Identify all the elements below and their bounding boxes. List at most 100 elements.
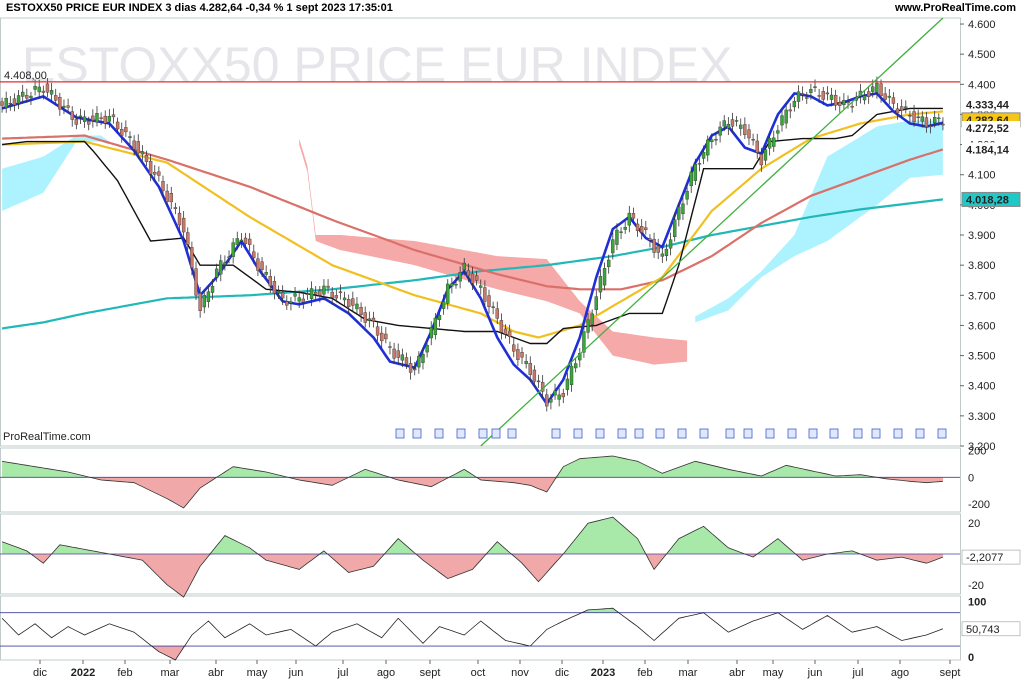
candle-body [706,139,710,156]
candle-body [474,275,479,281]
y-tick-label: 3.200 [968,441,996,453]
candle-body [817,95,821,97]
candle-body [264,272,268,275]
candle-body [235,238,239,245]
candle-body [466,270,471,277]
candle-body [747,129,751,139]
candle-body [202,294,206,308]
candle-body [487,295,491,307]
candle-body [359,307,363,315]
watermark: ESTOXX50 PRICE EUR INDEX [22,37,732,93]
candle-body [495,308,499,319]
candle-body [247,238,252,245]
candle-body [210,285,215,293]
candle-body [190,247,194,269]
osc1-y-label: -200 [968,499,990,511]
candle-body [37,86,41,93]
candle-body [408,363,413,373]
event-icon [677,428,687,439]
candle-body [450,283,454,287]
candle-body [425,345,429,353]
candle-body [701,152,706,159]
price-label-box-4 [961,191,1021,207]
osc1-line [2,455,943,509]
candle-body [941,123,945,126]
candle-body [763,149,768,161]
candle-body [330,291,334,298]
candle-body [536,380,541,383]
candle-body [78,115,83,118]
panel-frame-1 [0,447,961,513]
x-tick-label: mar [679,667,698,679]
candle-body [734,120,739,122]
event-icon [808,428,818,439]
trend-line [480,17,944,447]
candle-body [95,113,99,123]
site-link[interactable]: www.ProRealTime.com [895,2,1016,14]
candle-body [206,291,211,302]
event-icon [491,428,501,439]
candle-body [355,303,359,310]
candle-body [181,217,186,233]
candle-body [268,276,272,287]
site-link-text: www.ProRealTime.com [894,2,1016,14]
event-icon [853,428,863,439]
candle-body [0,101,4,106]
candle-body [846,101,850,104]
y-tick-label: 3.600 [968,320,996,332]
ma-red-line [2,134,944,291]
candle-body [512,344,516,352]
candle-body [29,95,33,99]
x-tick-label: feb [117,667,132,679]
candle-body [33,86,37,90]
candle-body [367,318,372,321]
price-label-4: 4.018,28 [966,194,1009,206]
panel-frame-0 [0,17,961,447]
candle-body [611,239,615,254]
kijun-line [2,107,943,345]
osc2-value-box [961,549,1021,565]
candle-body [532,369,537,382]
osc3-value-box [961,621,1021,637]
x-tick-label: may [247,667,268,679]
event-icon [595,428,605,439]
candle-body [813,86,817,88]
candle-body [136,141,140,154]
x-tick-label: 2022 [71,667,95,679]
event-icon [617,428,627,439]
candle-body [82,116,87,122]
candle-body [586,319,590,333]
event-icon [743,428,753,439]
candle-body [838,102,842,106]
candle-body [4,98,8,109]
candle-body [322,285,326,295]
candle-body [545,394,549,407]
candle-body [883,93,887,100]
candle-body [528,362,532,375]
candle-body [652,238,656,253]
candle-body [668,239,673,249]
y-tick-label: 3.800 [968,260,996,272]
candle-body [103,115,107,124]
candle-body [441,301,446,309]
candle-body [309,288,314,299]
candle-body [598,276,603,293]
candle-body [520,352,524,358]
candle-body [437,315,442,320]
osc2-y-label: 20 [968,518,980,530]
candle-body [635,223,640,231]
candle-body [231,242,235,257]
candle-body [276,291,281,294]
candle-body [289,301,293,304]
candle-body [421,353,425,363]
candle-body [91,115,95,121]
candle-body [850,105,854,108]
candle-body [384,333,388,340]
candle-body [62,105,66,108]
candle-body [644,227,648,230]
x-tick-label: jun [807,667,823,679]
osc1-y-label: 200 [968,446,986,458]
candle-body [908,115,912,117]
candle-body [689,171,693,187]
